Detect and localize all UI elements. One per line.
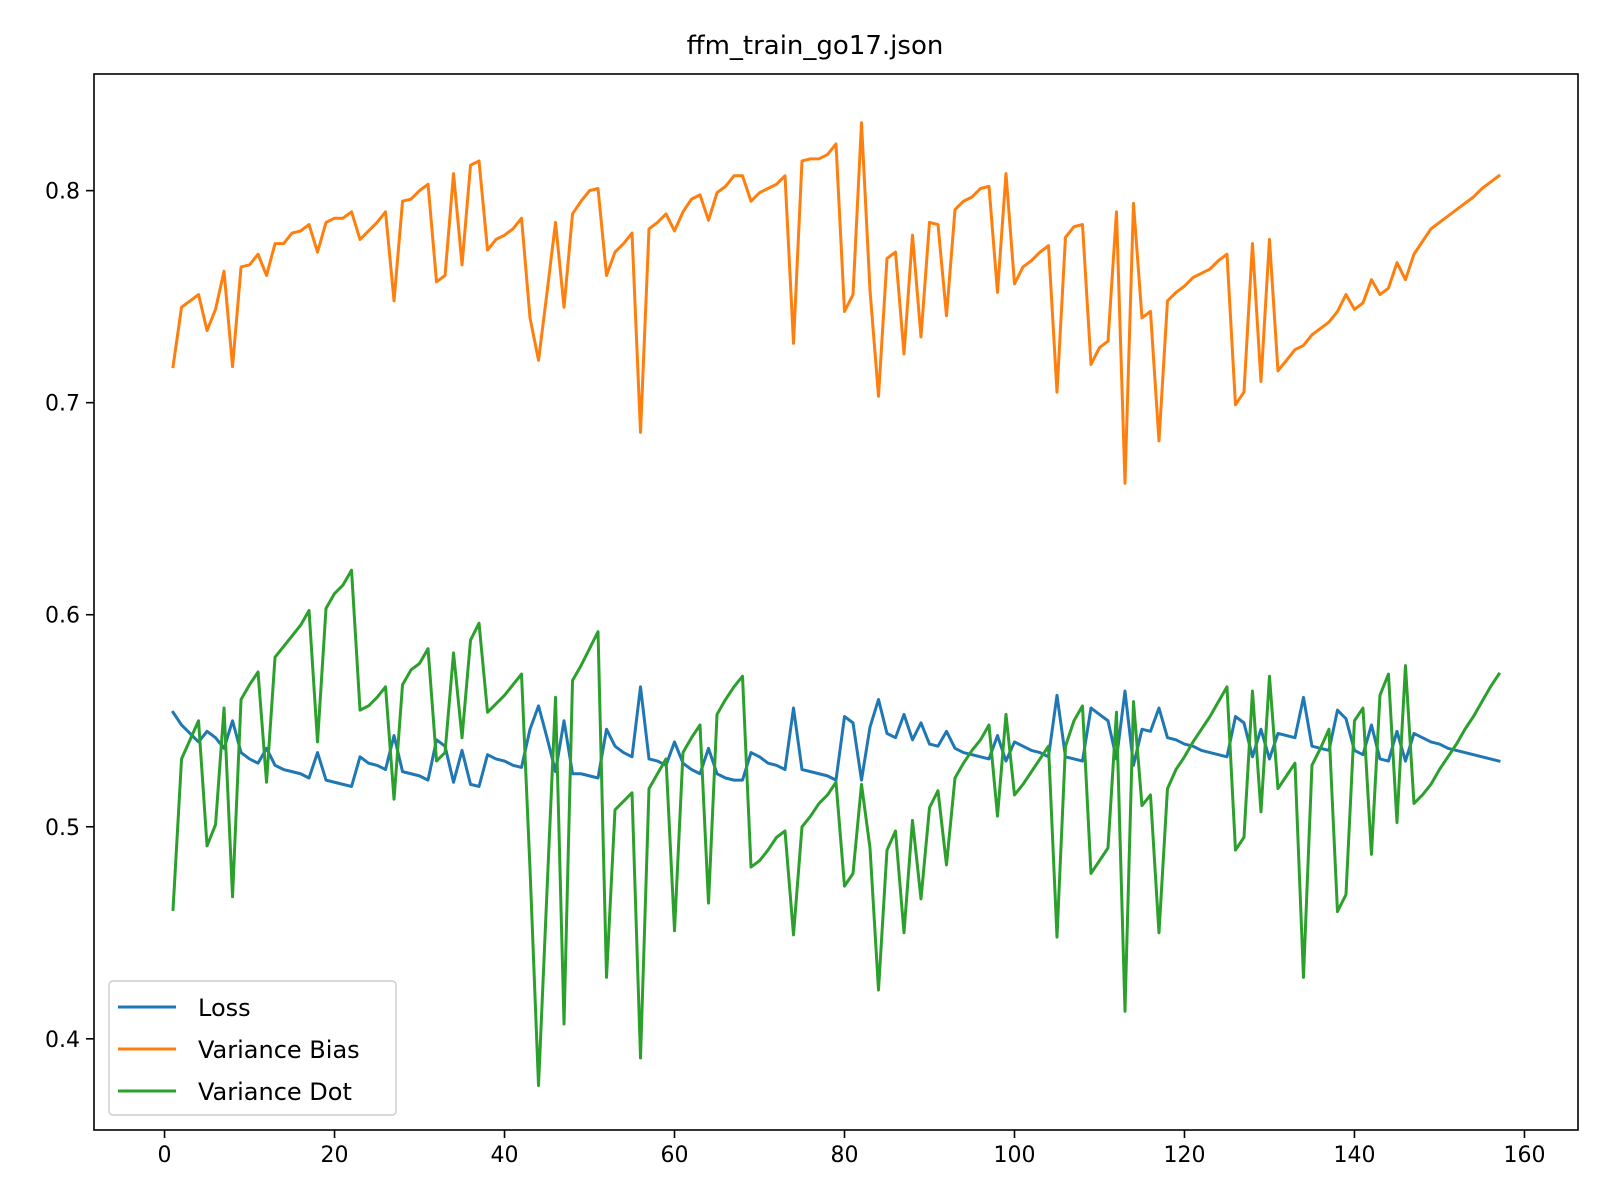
x-tick-label: 140 bbox=[1333, 1143, 1375, 1168]
x-tick-label: 0 bbox=[158, 1143, 172, 1168]
x-tick-label: 40 bbox=[491, 1143, 519, 1168]
series-line-variance-dot bbox=[171, 568, 1502, 1087]
legend-label: Variance Dot bbox=[198, 1078, 352, 1106]
y-tick-label: 0.8 bbox=[45, 180, 80, 205]
legend: Loss Variance Bias Variance Dot bbox=[108, 980, 397, 1116]
x-tick-label: 120 bbox=[1163, 1143, 1205, 1168]
x-tick-label: 80 bbox=[830, 1143, 858, 1168]
y-axis: 0.4 0.5 0.6 0.7 0.8 bbox=[45, 180, 94, 1053]
legend-box bbox=[108, 980, 397, 1116]
y-tick-label: 0.7 bbox=[45, 392, 80, 417]
series-line-loss bbox=[170, 685, 1501, 788]
y-tick-label: 0.6 bbox=[45, 604, 80, 629]
x-axis: 0 20 40 60 80 100 120 140 160 bbox=[158, 1130, 1545, 1168]
legend-label: Variance Bias bbox=[198, 1036, 360, 1064]
plot-frame bbox=[93, 73, 1579, 1131]
chart-title: ffm_train_go17.json bbox=[687, 31, 944, 61]
x-tick-label: 20 bbox=[321, 1143, 349, 1168]
series-layer bbox=[170, 121, 1502, 1087]
x-tick-label: 100 bbox=[993, 1143, 1035, 1168]
x-tick-label: 60 bbox=[661, 1143, 689, 1168]
y-tick-label: 0.4 bbox=[45, 1028, 80, 1053]
legend-label: Loss bbox=[198, 994, 251, 1022]
x-tick-label: 160 bbox=[1503, 1143, 1545, 1168]
series-line-variance-bias bbox=[171, 121, 1502, 485]
y-tick-label: 0.5 bbox=[45, 816, 80, 841]
